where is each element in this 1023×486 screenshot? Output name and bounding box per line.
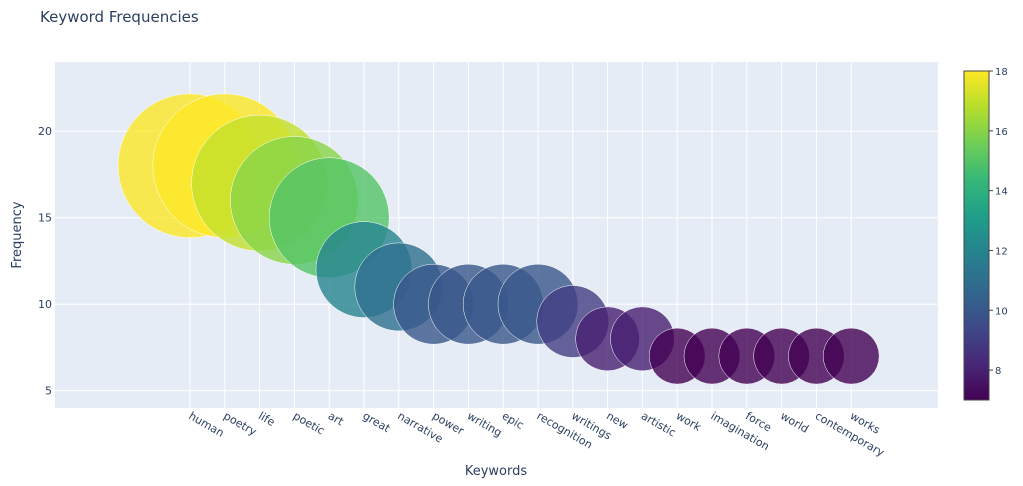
chart-title: Keyword Frequencies	[40, 8, 199, 26]
bubble-layer	[117, 93, 880, 385]
colorbar-tick-label: 8	[995, 366, 1001, 377]
x-tick-label: work	[674, 409, 704, 434]
y-tick-label: 20	[38, 125, 52, 138]
x-tick-label: artistic	[639, 409, 678, 439]
y-tick-label: 10	[38, 298, 52, 311]
y-axis-title: Frequency	[10, 201, 25, 268]
colorbar-gradient	[963, 70, 990, 401]
x-tick-label: life	[256, 409, 277, 429]
colorbar-tick-label: 16	[995, 127, 1008, 138]
x-tick-label: poetry	[221, 409, 259, 438]
y-tick-label: 15	[38, 212, 52, 225]
colorbar-tick-label: 10	[995, 306, 1008, 317]
bubble-works	[822, 327, 880, 385]
x-tick-label: human	[187, 409, 227, 439]
x-tick-label: world	[778, 409, 811, 435]
x-tick-label: writing	[465, 409, 504, 439]
x-tick-label: art	[326, 409, 347, 428]
colorbar-tick-label: 18	[995, 67, 1008, 78]
y-tick-labels: 5 10 15 20	[38, 125, 52, 398]
colorbar-tick-label: 14	[995, 187, 1008, 198]
colorbar-tick-labels: 8 10 12 14 16 18	[989, 67, 1008, 377]
colorbar-tick-label: 12	[995, 246, 1008, 257]
x-tick-label: poetic	[291, 409, 327, 437]
x-tick-label: great	[361, 409, 393, 435]
x-axis-title: Keywords	[465, 464, 528, 479]
colorbar: 8 10 12 14 16 18	[963, 67, 1008, 401]
y-tick-label: 5	[45, 385, 52, 398]
